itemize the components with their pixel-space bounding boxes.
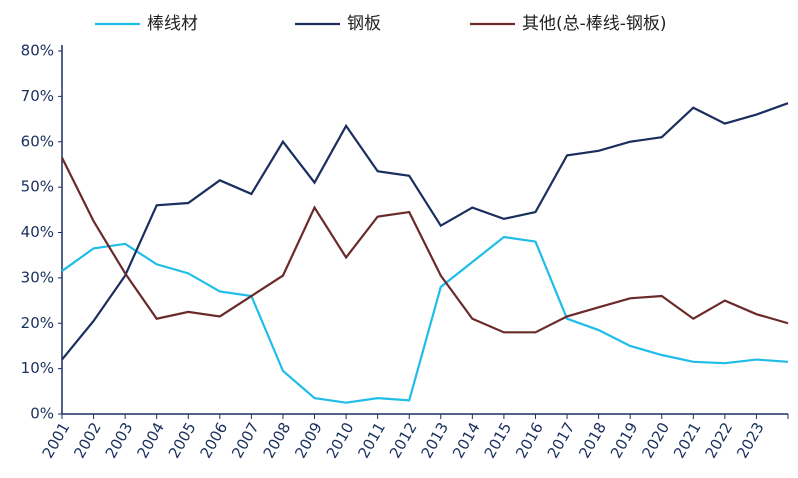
series-line [61,102,789,361]
x-tick-label: 2018 [575,419,610,461]
y-tick-label: 0% [30,405,54,423]
x-tick-label: 2021 [670,419,705,461]
y-tick-label: 30% [21,268,54,286]
x-tick-label: 2015 [481,419,516,461]
y-tick-label: 20% [21,314,54,332]
x-tick-label: 2016 [512,419,547,461]
x-tick-label: 2014 [449,419,484,461]
x-tick-label: 2019 [607,419,642,461]
y-tick-label: 50% [21,178,54,196]
x-tick-label: 2004 [133,419,168,461]
series-line [61,157,789,334]
series-line [61,235,789,404]
y-tick-label: 70% [21,87,54,105]
x-tick-label: 2007 [228,419,263,461]
x-tick-label: 2008 [260,419,295,461]
x-tick-label: 2013 [417,419,452,461]
x-tick-label: 2006 [197,419,232,461]
x-tick-label: 2001 [39,419,74,461]
x-tick-label: 2005 [165,419,200,461]
x-tick-label: 2011 [354,419,389,461]
x-tick-label: 2010 [323,419,358,461]
x-tick-label: 2009 [291,419,326,461]
y-tick-label: 60% [21,132,54,150]
x-tick-label: 2017 [544,419,579,461]
legend-label: 棒线材 [147,14,198,34]
y-tick-label: 80% [21,42,54,60]
x-tick-label: 2002 [70,419,105,461]
y-tick-label: 40% [21,223,54,241]
legend-label: 钢板 [347,14,381,34]
x-tick-label: 2020 [638,419,673,461]
x-tick-label: 2023 [733,419,768,461]
y-tick-label: 10% [21,359,54,377]
x-tick-label: 2012 [386,419,421,461]
x-tick-label: 2022 [702,419,737,461]
x-tick-label: 2003 [102,419,137,461]
legend-label: 其他(总-棒线-钢板) [522,14,667,34]
